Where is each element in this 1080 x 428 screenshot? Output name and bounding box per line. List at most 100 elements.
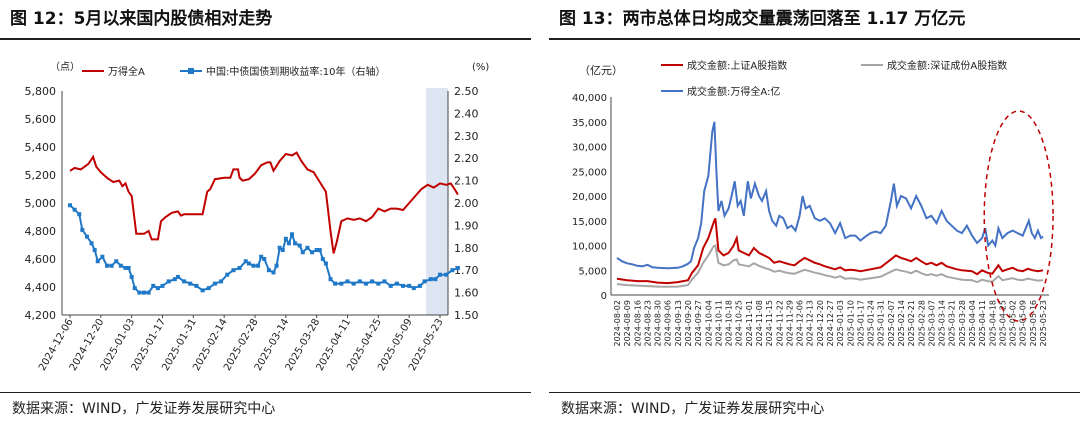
x-tick-label: 2025-02-14 [897, 300, 906, 347]
yield-point-marker [450, 268, 455, 273]
yield-point-marker [266, 268, 271, 273]
yield-point-marker [114, 259, 119, 264]
x-tick-label: 2024-11-22 [775, 300, 784, 347]
series-line-sh-a [616, 217, 1044, 285]
right-tick-label: 1.80 [454, 242, 479, 255]
x-tick-label: 2025-03-07 [927, 300, 936, 347]
y-tick-label: 10,000 [572, 242, 607, 253]
yield-point-marker [105, 263, 109, 268]
yield-point-marker [351, 281, 356, 286]
yield-point-marker [146, 290, 151, 295]
yield-point-marker [92, 248, 97, 253]
yield-point-marker [166, 279, 171, 284]
x-tick-label: 2024-12-06 [796, 300, 805, 347]
yield-point-marker [109, 263, 114, 268]
highlight-ellipse [983, 110, 1054, 322]
right-tick-label: 2.50 [454, 85, 479, 98]
yield-point-marker [444, 272, 449, 277]
left-axis-unit: （点） [50, 61, 80, 73]
yield-point-marker [305, 245, 310, 250]
source-rule-right [549, 392, 1080, 393]
yield-point-marker [212, 281, 217, 286]
yield-point-marker [388, 283, 393, 288]
yield-point-marker [417, 283, 422, 288]
legend-label-sz: 成交金额:深证成份A股指数 [887, 59, 1007, 72]
y-axis-unit: （亿元） [579, 64, 623, 77]
yield-point-marker [428, 277, 433, 282]
x-tick-label: 2025-02-07 [887, 300, 896, 347]
yield-point-marker [194, 283, 199, 288]
x-tick-label: 2024-09-06 [664, 300, 673, 347]
chart-title-left: 图 12：5月以来国内股债相对走势 [10, 9, 273, 29]
y-tick-label: 35,000 [572, 118, 607, 129]
yield-point-marker [323, 261, 328, 266]
x-tick-label: 2024-10-25 [735, 300, 744, 347]
left-tick-label: 5,000 [25, 197, 57, 210]
x-tick-label: 2024-11-08 [755, 300, 764, 347]
right-tick-label: 2.40 [454, 107, 479, 120]
yield-point-marker [259, 254, 264, 259]
yield-point-marker [422, 279, 427, 284]
yield-point-marker [155, 286, 160, 291]
yield-point-marker [84, 234, 89, 239]
y-tick-label: 15,000 [572, 217, 607, 228]
x-tick-label: 2025-04-11 [978, 300, 987, 347]
legend-label-yield: 中国:中债国债到期收益率:10年（右轴） [206, 65, 385, 78]
x-tick-label: 2024-09-13 [674, 300, 683, 347]
source-note-right: 数据来源：WIND，广发证券发展研究中心 [561, 401, 825, 417]
yield-point-marker [333, 281, 338, 286]
right-axis-unit: (%) [472, 62, 489, 73]
right-tick-label: 2.30 [454, 130, 479, 143]
yield-point-marker [200, 288, 205, 293]
x-tick-label: 2025-01-03 [836, 300, 845, 347]
x-tick-label: 2025-01-31 [877, 300, 886, 347]
yield-point-marker [286, 241, 291, 246]
left-tick-label: 5,600 [25, 113, 57, 126]
right-tick-label: 1.60 [454, 287, 479, 300]
right-tick-label: 1.70 [454, 264, 479, 277]
series-line-wande [69, 151, 459, 254]
y-tick-label: 0 [601, 291, 607, 302]
series-line-all-a [616, 121, 1044, 270]
yield-point-marker [364, 281, 368, 286]
x-tick-label: 2024-10-11 [714, 300, 723, 347]
right-tick-label: 2.00 [454, 197, 479, 210]
yield-point-marker [126, 265, 131, 270]
x-tick-label: 2024-08-23 [643, 300, 652, 347]
x-tick-label: 2024-11-29 [785, 300, 794, 347]
chart-svg-left: 5,800 5,600 5,400 5,200 5,000 4,800 4,600 4,400… [25, 61, 490, 373]
legend-marker-yield [188, 68, 194, 74]
x-tick-label: 2025-05-16 [1029, 300, 1038, 347]
x-tick-label: 2024-08-02 [613, 300, 622, 347]
x-tick-label: 2025-05-23 [1039, 300, 1048, 347]
yield-point-marker [317, 248, 322, 253]
left-tick-label: 4,400 [25, 281, 57, 294]
yield-point-marker [188, 281, 193, 286]
yield-point-marker [262, 257, 267, 261]
title-rule-left [0, 38, 531, 40]
yield-point-marker [123, 265, 128, 270]
yield-point-marker [80, 227, 85, 232]
yield-point-marker [382, 279, 387, 284]
yield-point-marker [376, 281, 381, 286]
chart-panel-left: 图 12：5月以来国内股债相对走势 5,800 5,600 5,400 5,200 5,… [0, 0, 531, 428]
right-tick-label: 2.10 [454, 175, 479, 188]
yield-point-marker [225, 272, 230, 277]
legend-label-all: 成交金额:万得全A:亿 [687, 85, 780, 98]
yield-point-marker [277, 245, 282, 250]
x-tick-label: 2025-04-04 [968, 300, 977, 347]
chart-svg-right: 40,000 35,000 30,000 25,000 20,000 15,000 10,0… [572, 59, 1054, 347]
yield-point-marker [251, 263, 256, 268]
y-tick-label: 40,000 [572, 93, 607, 104]
series-line-yield [69, 204, 459, 294]
source-rule-left [0, 392, 531, 393]
x-tick-label: 2025-03-28 [958, 300, 967, 347]
yield-point-marker [290, 232, 294, 237]
yield-point-marker [182, 279, 187, 284]
yield-point-marker [68, 203, 72, 208]
x-tick-label: 2025-05-02 [1009, 300, 1018, 347]
left-tick-label: 5,800 [25, 85, 57, 98]
x-tick-label: 2024-11-01 [745, 300, 754, 347]
yield-point-marker [151, 283, 156, 288]
x-tick-label: 2024-12-20 [816, 300, 825, 347]
